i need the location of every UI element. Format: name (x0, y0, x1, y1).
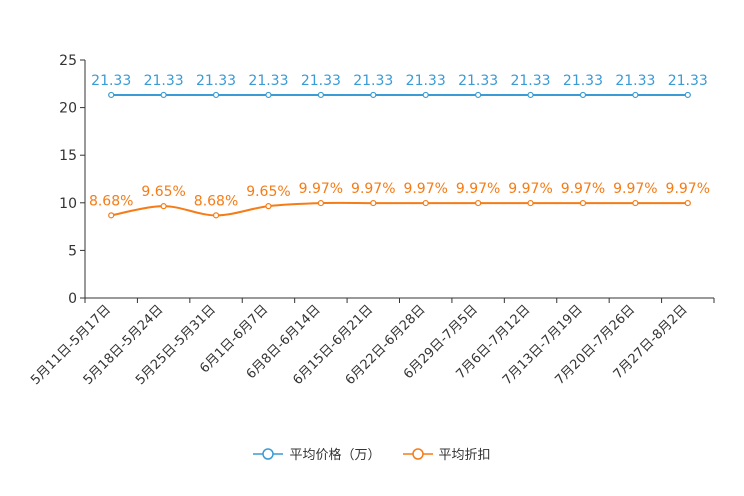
series-1-point (579, 199, 587, 207)
y-tick-label: 0 (68, 291, 77, 307)
y-tick-label: 20 (59, 101, 77, 117)
axes: 05101520255月11日-5月17日5月18日-5月24日5月25日-5月… (28, 53, 715, 388)
series-0-data-label: 21.33 (144, 73, 184, 89)
series-0-data-label: 21.33 (301, 73, 341, 89)
y-tick-label: 10 (59, 196, 77, 212)
series-0-point (212, 91, 220, 99)
series-0-data-label: 21.33 (563, 73, 603, 89)
series-1-data-label: 9.97% (403, 181, 447, 197)
series-1-data-label: 9.65% (246, 184, 290, 200)
series-0-point (632, 91, 639, 99)
y-tick-label: 15 (59, 148, 77, 164)
series-1-data-label: 8.68% (89, 193, 133, 209)
series-0-point (370, 91, 377, 99)
series-0-point (684, 91, 691, 99)
series-0-point (475, 91, 482, 99)
series-1-data-label: 9.97% (613, 181, 657, 197)
series-1-data-label: 9.97% (299, 181, 343, 197)
legend-item-price[interactable]: 平均价格（万） (253, 444, 381, 463)
series-1-point (475, 199, 482, 207)
series-line-1 (111, 201, 688, 217)
series-0-data-label: 21.33 (353, 73, 393, 89)
series-0-point (422, 91, 429, 99)
legend-swatch-price (253, 447, 284, 460)
series-0-point (160, 91, 167, 99)
line-chart: 05101520255月11日-5月17日5月18日-5月24日5月25日-5月… (28, 53, 715, 388)
series-1-point (212, 212, 220, 219)
series-0-data-label: 21.33 (615, 73, 655, 89)
series-1-point (108, 212, 115, 219)
series-0-point (108, 91, 115, 99)
series-layer: 21.33 21.33 21.33 21.33 21.33 21.33 21.33 21.33… (89, 73, 710, 219)
y-tick-label: 5 (68, 243, 77, 259)
series-1-data-label: 8.68% (194, 193, 238, 209)
series-1-point (317, 199, 324, 207)
y-tick-label: 25 (59, 53, 77, 69)
series-1-data-label: 9.97% (561, 181, 605, 197)
series-1-point (527, 199, 534, 207)
series-0-data-label: 21.33 (91, 73, 131, 89)
series-0-point (265, 91, 272, 99)
series-1-data-label: 9.65% (141, 184, 185, 200)
series-1-point (265, 203, 272, 210)
series-1-point (632, 199, 639, 207)
series-0-data-label: 21.33 (668, 73, 708, 89)
legend-label-price: 平均价格（万） (289, 448, 381, 463)
series-1-data-label: 9.97% (666, 181, 710, 197)
series-1-data-label: 9.97% (351, 181, 395, 197)
legend: 平均价格（万） 平均折扣 (0, 444, 744, 463)
series-0-point (579, 91, 587, 99)
series-0-point (317, 91, 324, 99)
series-0-data-label: 21.33 (196, 73, 236, 89)
series-0-point (527, 91, 534, 99)
series-0-data-label: 21.33 (510, 73, 550, 89)
series-1-point (684, 199, 691, 207)
series-1-point (160, 203, 167, 210)
series-1-data-label: 9.97% (508, 181, 552, 197)
series-1-point (422, 199, 429, 207)
series-0-data-label: 21.33 (458, 73, 498, 89)
legend-swatch-discount (402, 447, 433, 460)
series-0-data-label: 21.33 (248, 73, 288, 89)
legend-item-discount[interactable]: 平均折扣 (402, 444, 491, 463)
legend-label-discount: 平均折扣 (438, 448, 491, 463)
series-1-point (370, 199, 377, 207)
series-0-data-label: 21.33 (406, 73, 446, 89)
series-1-data-label: 9.97% (456, 181, 500, 197)
